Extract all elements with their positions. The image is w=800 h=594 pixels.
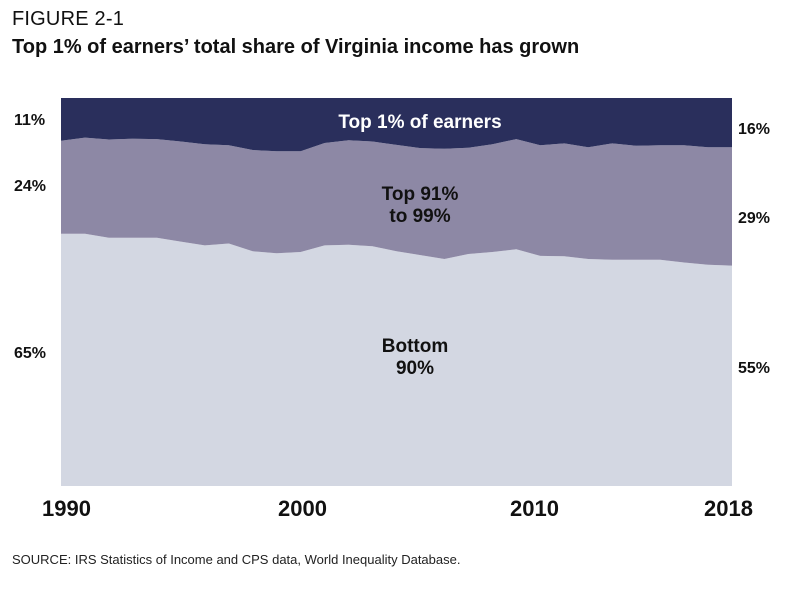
area-top-91-to-99 — [61, 137, 732, 266]
x-tick-label: 2000 — [278, 496, 327, 521]
x-tick-label: 2018 — [704, 496, 753, 521]
chart-title: Top 1% of earners’ total share of Virgin… — [12, 36, 580, 58]
series-label-bottom-90: Bottom 90% — [381, 336, 449, 379]
x-tick-label: 1990 — [42, 496, 91, 521]
area-bottom-90 — [61, 233, 732, 486]
end-label-bottom-90: 55% — [738, 360, 771, 377]
start-label-bottom-90: 65% — [14, 345, 47, 362]
source-note: SOURCE: IRS Statistics of Income and CPS… — [12, 552, 461, 567]
area-top-1 — [61, 98, 732, 152]
start-label-top-1: 11% — [14, 112, 46, 129]
figure-label: FIGURE 2-1 — [12, 8, 125, 30]
end-label-top-1: 16% — [738, 121, 771, 138]
series-label-top-91-99: Top 91% to 99% — [381, 184, 459, 227]
start-label-top-91-99: 24% — [14, 178, 47, 195]
x-tick-label: 2010 — [510, 496, 559, 521]
series-label-top-1: Top 1% of earners — [338, 112, 502, 133]
end-label-top-91-99: 29% — [738, 210, 771, 227]
